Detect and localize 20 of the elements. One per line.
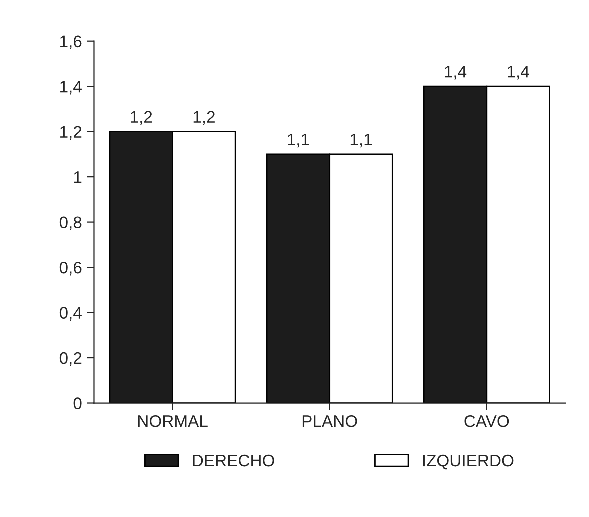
y-tick-label: 0,4 <box>60 307 82 321</box>
data-label: 1,1 <box>350 134 372 148</box>
y-tick-label: 0 <box>74 398 82 410</box>
data-label: 1,4 <box>445 66 467 80</box>
x-tick-label: CAVO <box>464 416 510 428</box>
data-label: 1,2 <box>131 111 152 125</box>
y-tick-label: 1,4 <box>60 81 82 95</box>
data-label: 1,1 <box>288 134 310 148</box>
data-label: 1,4 <box>508 66 530 80</box>
y-tick-label: 0,6 <box>60 262 82 276</box>
x-tick-label: NORMAL <box>138 416 208 428</box>
y-tick-label: 0,8 <box>60 216 82 230</box>
y-tick-label: 1 <box>74 172 82 184</box>
data-label: 1,2 <box>194 111 215 125</box>
legend-label: IZQUIERDO <box>423 454 514 470</box>
x-tick-label: PLANO <box>302 416 358 428</box>
legend-label: DERECHO <box>193 454 274 467</box>
y-tick-label: 1,6 <box>60 36 82 50</box>
y-tick-label: 1,2 <box>60 126 82 140</box>
y-tick-label: 0,2 <box>60 352 82 366</box>
